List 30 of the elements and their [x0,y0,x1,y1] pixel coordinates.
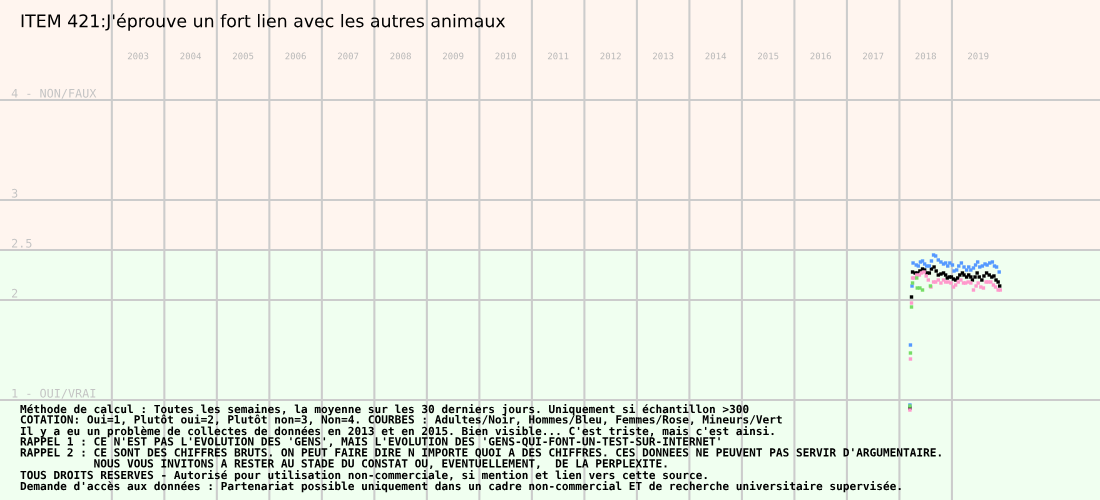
x-tick-label: 2017 [862,52,884,60]
x-tick-label: 2016 [810,52,831,60]
x-tick-label: 2007 [337,52,359,60]
x-tick-label: 2010 [495,52,516,60]
text: ITEM 421:J'éprouve un fort lien avec les autres animaux [21,13,506,31]
annotation: Il y a eu un problème de collectes de données en 2013 et en 2015. Bien visible... C'est triste, mais c'est ainsi. [20,426,774,438]
x-tick-label: 2015 [757,52,779,60]
x-tick-label: 2005 [232,52,254,60]
annotation: NOUS VOUS INVITONS A RESTER AU STADE DU CONSTAT OU, EVENTUELLEMENT, DE LA PERPLEXITE. [94,459,667,469]
x-tick-label: 2009 [442,52,464,60]
x-tick-label: 2004 [180,52,202,60]
y-tick-label: 1 - OUI/VRAI [12,388,96,399]
annotation: COTATION: Oui=1, Plutôt oui=2, Plutôt non=3, Non=4. COURBES : Adultes/Noir, Hommes/Bleu, Femmes/Rose, Mineurs/Vert [20,414,782,425]
x-tick-label: 2008 [390,52,411,60]
annotation: TOUS DROITS RESERVES - Autorisé pour utilisation non-commerciale, si mention et lien vers cette source. [20,470,707,482]
x-tick-label: 2011 [547,52,569,60]
x-tick-label: 2003 [127,52,149,60]
annotation: Demande d'accès aux données : Partenariat possible uniquement dans un cadre non-commercial ET de recherche universitaire supervisée. [20,481,901,493]
x-tick-label: 2006 [285,52,306,60]
x-tick-label: 2013 [652,52,674,60]
y-tick-label: 2.5 [11,238,32,248]
annotation: RAPPEL 2 : CE SONT DES CHIFFRES BRUTS. ON PEUT FAIRE DIRE N IMPORTE QUOI A DES CHIFFRES. CES DONNEES NE PEUVENT PAS SERVIR D'ARGUMENTAIRE. [20,448,941,458]
x-tick-label: 2018 [915,52,936,60]
x-tick-label: 2014 [705,52,727,60]
annotation: RAPPEL 1 : CE N'EST PAS L'EVOLUTION DES 'GENS', MAIS L'EVOLUTION DES 'GENS-QUI-FONT-UN-TEST-SUR-INTERNET' [20,437,720,447]
y-tick-label: 3 [11,188,18,198]
x-tick-label: 2019 [967,52,989,60]
y-tick-label: 2 [11,288,18,298]
x-tick-label: 2012 [600,52,621,60]
y-tick-label: 4 - NON/FAUX [11,88,97,99]
